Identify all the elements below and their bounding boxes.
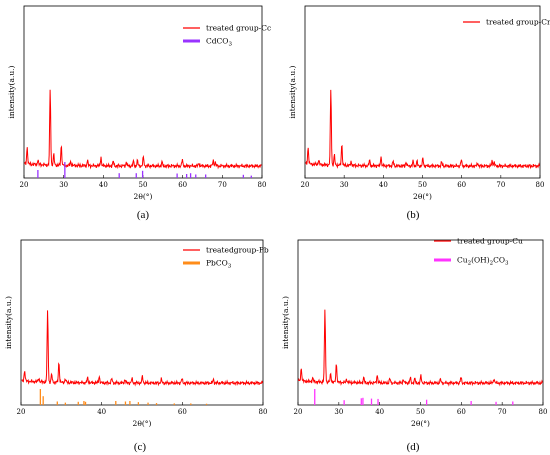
x-tick-label-d: 30	[334, 408, 343, 416]
x-tick-label-c: 20	[17, 408, 26, 416]
legend-swatch-c	[183, 261, 200, 265]
x-tick-label-b: 20	[301, 181, 310, 189]
xrd-pattern-c	[21, 310, 263, 387]
x-tick-label-b: 30	[340, 181, 349, 189]
x-tick-label-a: 30	[59, 181, 68, 189]
x-axis-label-b: 2θ(°)	[413, 192, 432, 201]
caption-a: (a)	[137, 209, 150, 221]
x-tick-label-d: 70	[498, 408, 507, 416]
x-tick-label-a: 60	[178, 181, 187, 189]
plot-frame-b	[304, 5, 541, 179]
y-axis-label-c: intensity(a.u.)	[4, 296, 13, 349]
x-tick-label-a: 80	[258, 181, 267, 189]
y-axis-label-b: intensity(a.u.)	[288, 65, 297, 118]
y-axis-label-d: intensity(a.u.)	[281, 296, 290, 349]
xrd-pattern-b	[305, 89, 540, 170]
caption-d: (d)	[407, 441, 420, 453]
x-tick-label-d: 20	[294, 408, 303, 416]
caption-b: (b)	[407, 209, 420, 221]
xrd-pattern-a	[23, 89, 262, 170]
legend-label-c: treatedgroup-Pb	[206, 246, 269, 255]
x-tick-label-d: 60	[457, 408, 466, 416]
legend-swatch-d	[434, 258, 451, 262]
xrd-pattern-d	[297, 309, 543, 387]
legend-label-a: CdCO3	[206, 37, 232, 48]
x-tick-label-b: 50	[418, 181, 427, 189]
x-tick-label-d: 50	[416, 408, 425, 416]
x-axis-label-a: 2θ(°)	[134, 192, 153, 201]
caption-c: (c)	[134, 441, 147, 453]
x-tick-label-d: 80	[539, 408, 548, 416]
x-tick-label-b: 40	[379, 181, 388, 189]
x-tick-label-c: 40	[97, 408, 106, 416]
legend-label-d: treated group-Cu	[457, 237, 523, 246]
legend-label-a: treated group-Cc	[206, 24, 271, 33]
x-tick-label-b: 80	[536, 181, 545, 189]
x-axis-label-c: 2θ(°)	[133, 419, 152, 428]
x-tick-label-a: 40	[99, 181, 108, 189]
x-tick-label-a: 20	[20, 181, 29, 189]
x-tick-label-b: 70	[496, 181, 505, 189]
legend-label-b: treated group-Cr	[486, 18, 550, 27]
x-tick-label-d: 40	[375, 408, 384, 416]
x-tick-label-a: 70	[218, 181, 227, 189]
x-tick-label-c: 80	[259, 408, 268, 416]
legend-label-d: Cu2(OH)2CO3	[457, 256, 509, 267]
legend-swatch-a	[183, 39, 200, 43]
x-tick-label-c: 60	[178, 408, 187, 416]
plot-frame-c	[20, 239, 264, 406]
x-axis-label-d: 2θ(°)	[411, 419, 430, 428]
x-tick-label-a: 50	[139, 181, 148, 189]
legend-label-c: PbCO3	[206, 259, 232, 270]
y-axis-label-a: intensity(a.u.)	[7, 65, 16, 118]
x-tick-label-b: 60	[457, 181, 466, 189]
